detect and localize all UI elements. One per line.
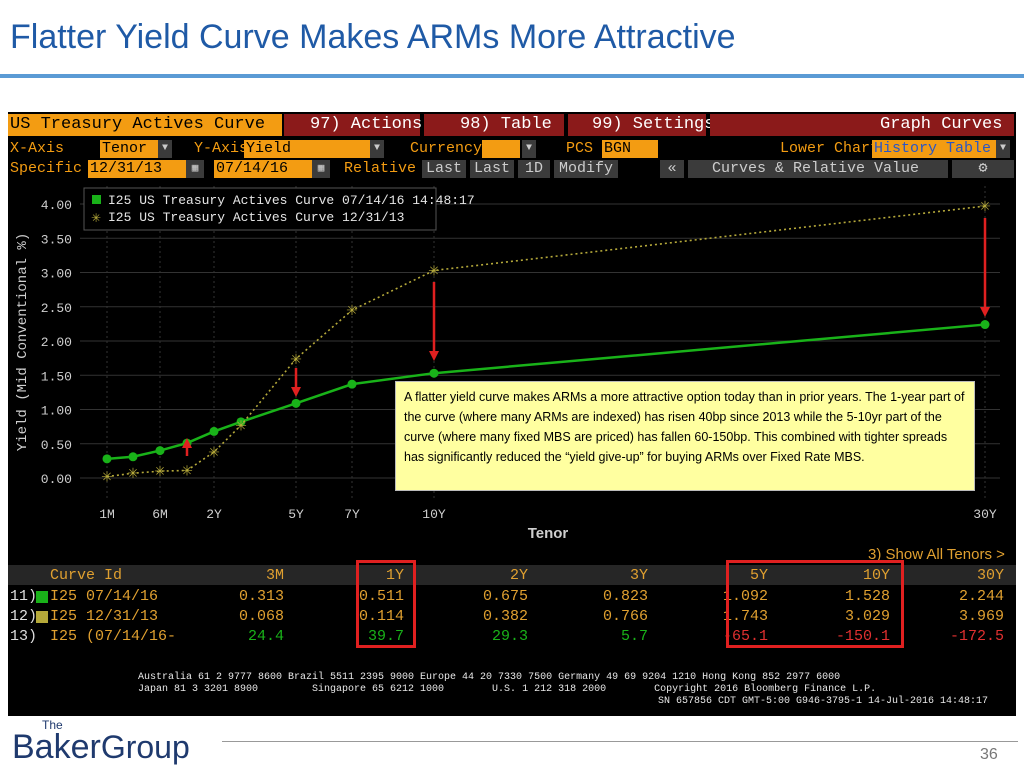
table-header-30y: 30Y — [976, 567, 1004, 584]
table-cell: 24.4 — [247, 628, 284, 645]
table-cell: -150.1 — [835, 628, 890, 645]
table-cell: 0.114 — [358, 608, 404, 625]
table-header-10y: 10Y — [862, 567, 890, 584]
highlight-box-5y-10y — [726, 560, 904, 648]
highlight-box-1y — [356, 560, 416, 648]
lower-chart-select[interactable]: History Table — [872, 140, 996, 158]
table-cell: 2.244 — [958, 588, 1004, 605]
graph-curves-button[interactable]: Graph Curves — [710, 114, 1014, 136]
xaxis-dropdown-icon[interactable]: ▼ — [158, 140, 172, 158]
currency-label: Currency — [410, 140, 483, 157]
table-cell: 0.511 — [358, 588, 404, 605]
one-day-button[interactable]: 1D — [518, 160, 550, 178]
table-cell: 1.743 — [722, 608, 768, 625]
calendar-icon[interactable]: ▦ — [186, 160, 204, 178]
lower-chart-dropdown-icon[interactable]: ▼ — [996, 140, 1010, 158]
curve-id[interactable]: I25 07/14/16 — [50, 588, 159, 605]
start-date-field[interactable]: 12/31/13 — [88, 160, 186, 178]
table-cell: 29.3 — [491, 628, 528, 645]
table-header-1y: 1Y — [385, 567, 404, 584]
table-header-curve-id: Curve Id — [50, 567, 123, 584]
pcs-label: PCS — [566, 140, 594, 157]
slide-title: Flatter Yield Curve Makes ARMs More Attr… — [10, 18, 736, 56]
xaxis-select[interactable]: Tenor — [100, 140, 158, 158]
table-cell: 0.068 — [238, 608, 284, 625]
end-date-field[interactable]: 07/14/16 — [214, 160, 312, 178]
xaxis-label: X-Axis — [10, 140, 65, 157]
calendar-icon[interactable]: ▦ — [312, 160, 330, 178]
last-button[interactable]: Last — [422, 160, 466, 178]
terminal-footer-contacts: Australia 61 2 9777 8600 Brazil 5511 239… — [138, 672, 841, 683]
table-cell: 3.029 — [844, 608, 890, 625]
relative-label: Relative — [344, 160, 417, 177]
lower-chart-label: Lower Chart — [780, 140, 880, 157]
table-cell: 39.7 — [367, 628, 404, 645]
series-swatch — [36, 611, 48, 623]
table-cell: 0.313 — [238, 588, 284, 605]
table-header-5y: 5Y — [749, 567, 768, 584]
pcs-field[interactable]: BGN — [602, 140, 658, 158]
row-number: 13) — [10, 628, 38, 645]
yaxis-dropdown-icon[interactable]: ▼ — [370, 140, 384, 158]
title-rule — [0, 74, 1024, 78]
terminal-footer-copyright: Japan 81 3 3201 8900 Singapore 65 6212 1… — [138, 684, 877, 695]
terminal-title: US Treasury Actives Curve — [8, 114, 282, 136]
settings-menu[interactable]: 99) Settings — [568, 114, 714, 136]
modify-button[interactable]: Modify — [554, 160, 618, 178]
table-cell: 0.382 — [482, 608, 528, 625]
logo-name-part2: Group — [100, 729, 190, 765]
yaxis-label: Y-Axis — [194, 140, 249, 157]
table-header-row — [8, 565, 1016, 585]
show-all-tenors-link[interactable]: 3) Show All Tenors > — [868, 546, 1005, 563]
page-number: 36 — [980, 746, 998, 763]
table-header-3y: 3Y — [629, 567, 648, 584]
table-cell: 1.092 — [722, 588, 768, 605]
annotation-box: A flatter yield curve makes ARMs a more … — [395, 381, 975, 491]
currency-dropdown-icon[interactable]: ▼ — [522, 140, 536, 158]
table-header-3m: 3M — [265, 567, 284, 584]
table-cell: 1.528 — [844, 588, 890, 605]
actions-menu[interactable]: 97) Actions — [284, 114, 422, 136]
table-cell: 0.766 — [602, 608, 648, 625]
last-button[interactable]: Last — [470, 160, 514, 178]
table-cell: -172.5 — [949, 628, 1004, 645]
curve-id[interactable]: I25 (07/14/16- — [50, 628, 177, 645]
row-number: 12) — [10, 608, 38, 625]
yaxis-select[interactable]: Yield — [244, 140, 370, 158]
table-cell: -65.1 — [722, 628, 768, 645]
baker-group-logo: BakerGroup — [12, 728, 190, 767]
series-swatch — [36, 591, 48, 603]
table-cell: 0.823 — [602, 588, 648, 605]
curves-relative-value-button[interactable]: Curves & Relative Value — [688, 160, 948, 178]
table-cell: 3.969 — [958, 608, 1004, 625]
table-header-2y: 2Y — [509, 567, 528, 584]
table-cell: 0.675 — [482, 588, 528, 605]
logo-name-part1: Baker — [12, 728, 101, 766]
gear-icon[interactable]: ⚙ — [952, 160, 1014, 178]
terminal-footer-session: SN 657856 CDT GMT-5:00 G946-3795-1 14-Ju… — [658, 696, 989, 707]
collapse-button[interactable]: « — [660, 160, 684, 178]
logo-the: The — [42, 718, 63, 732]
currency-field[interactable] — [482, 140, 520, 158]
footer-divider — [222, 741, 1018, 742]
row-number: 11) — [10, 588, 38, 605]
curve-id[interactable]: I25 12/31/13 — [50, 608, 159, 625]
specific-label: Specific — [10, 160, 83, 177]
table-cell: 5.7 — [620, 628, 648, 645]
table-menu[interactable]: 98) Table — [424, 114, 564, 136]
